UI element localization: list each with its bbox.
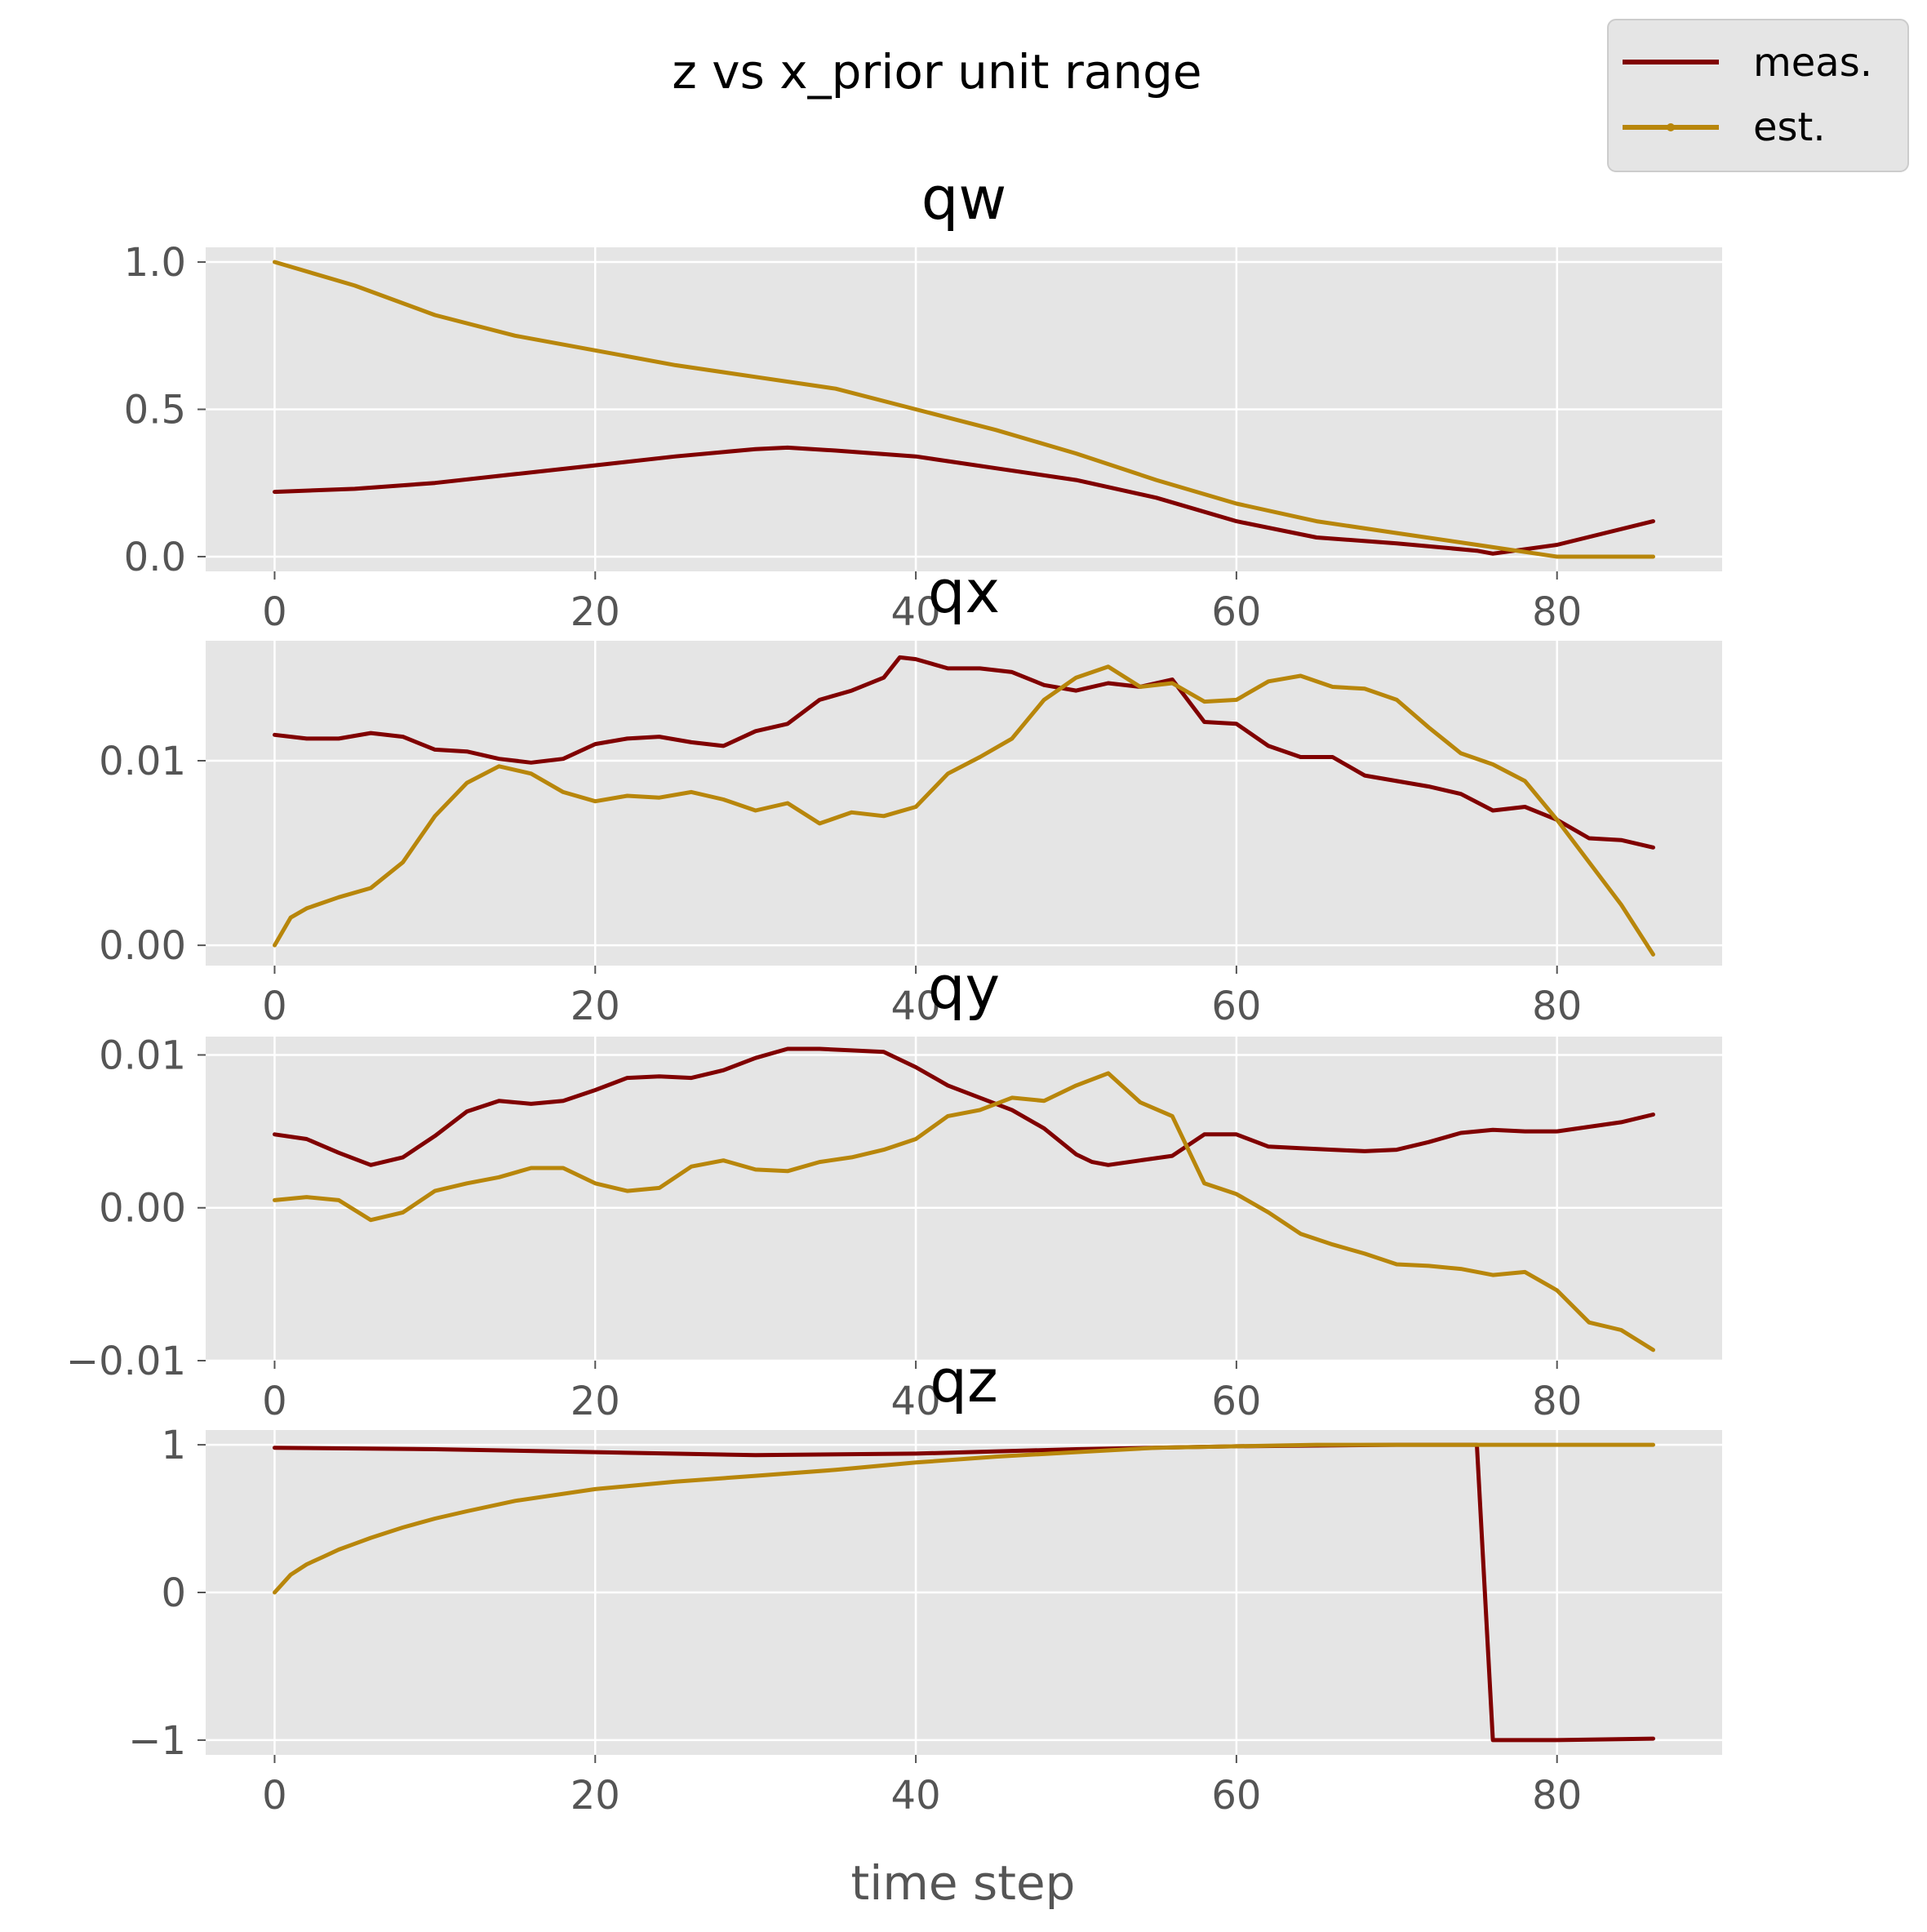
y-tick-label: −0.01 — [66, 1339, 186, 1384]
y-tick-label: 0 — [161, 1570, 186, 1616]
x-tick-label: 60 — [1211, 984, 1261, 1029]
series-lines — [273, 655, 1655, 957]
subplot-qx: 0 20 40 60 80 0.00 0.01 qx — [99, 557, 1722, 1029]
y-tick-label: 0.01 — [99, 1033, 186, 1078]
grid — [206, 1037, 1722, 1362]
subplot-qz: 0 20 40 60 80 −1 0 1 qz — [128, 1347, 1722, 1819]
y-tick-label: 0.01 — [99, 739, 186, 784]
legend-label-meas: meas. — [1753, 40, 1872, 86]
x-tick-label: 20 — [571, 589, 620, 635]
grid — [206, 1430, 1722, 1755]
x-tick-label: 80 — [1532, 1379, 1582, 1424]
series-meas — [273, 655, 1655, 850]
ticks: 0 20 40 60 80 0.0 0.5 1.0 — [124, 240, 1583, 635]
series-lines — [273, 260, 1655, 559]
x-tick-label: 40 — [891, 984, 941, 1029]
subplot-qy: 0 20 40 60 80 −0.01 0.00 0.01 qy — [66, 953, 1722, 1424]
x-tick-label: 60 — [1211, 589, 1261, 635]
x-tick-label: 0 — [262, 1379, 287, 1424]
x-axis-label: time step — [851, 1855, 1076, 1911]
y-tick-label: 0.5 — [124, 388, 186, 433]
x-tick-label: 60 — [1211, 1773, 1261, 1819]
legend-marker-est — [1667, 123, 1675, 131]
x-tick-label: 40 — [891, 589, 941, 635]
y-tick-label: 0.00 — [99, 923, 186, 969]
series-lines — [273, 1046, 1655, 1352]
ticks: 0 20 40 60 80 −0.01 0.00 0.01 — [66, 1033, 1582, 1424]
legend-label-est: est. — [1753, 104, 1826, 150]
plot-area — [206, 1037, 1722, 1361]
x-tick-label: 60 — [1211, 1379, 1261, 1424]
subplot-qw: 0 20 40 60 80 0.0 0.5 1.0 qw — [124, 164, 1722, 635]
ticks: 0 20 40 60 80 0.00 0.01 — [99, 739, 1582, 1029]
y-tick-label: 1.0 — [124, 240, 186, 286]
series-lines — [273, 1442, 1655, 1743]
y-tick-label: 1 — [161, 1423, 186, 1468]
series-meas — [273, 445, 1655, 556]
x-tick-label: 80 — [1532, 589, 1582, 635]
x-tick-label: 20 — [571, 984, 620, 1029]
plot-area — [206, 641, 1722, 966]
x-tick-label: 20 — [571, 1379, 620, 1424]
ticks: 0 20 40 60 80 −1 0 1 — [128, 1423, 1582, 1819]
series-est — [273, 1071, 1655, 1352]
series-est — [273, 664, 1655, 957]
x-tick-label: 40 — [891, 1773, 941, 1819]
y-tick-label: 0.0 — [124, 535, 186, 580]
subplot-title: qx — [928, 557, 1000, 626]
series-est — [273, 1442, 1655, 1595]
subplot-title: qz — [930, 1347, 998, 1415]
series-est — [273, 260, 1655, 559]
subplot-title: qy — [928, 953, 1000, 1022]
x-tick-label: 20 — [571, 1773, 620, 1819]
y-tick-label: 0.00 — [99, 1186, 186, 1232]
figure-suptitle: z vs x_prior unit range — [672, 44, 1201, 100]
x-tick-label: 80 — [1532, 984, 1582, 1029]
series-meas — [273, 1046, 1655, 1167]
x-tick-label: 80 — [1532, 1773, 1582, 1819]
x-tick-label: 0 — [262, 1773, 287, 1819]
x-tick-label: 0 — [262, 984, 287, 1029]
legend-frame — [1607, 19, 1909, 172]
legend: meas. est. — [1607, 19, 1909, 172]
x-tick-label: 0 — [262, 589, 287, 635]
x-tick-label: 40 — [891, 1379, 941, 1424]
y-tick-label: −1 — [128, 1718, 186, 1764]
subplot-title: qw — [921, 164, 1007, 233]
